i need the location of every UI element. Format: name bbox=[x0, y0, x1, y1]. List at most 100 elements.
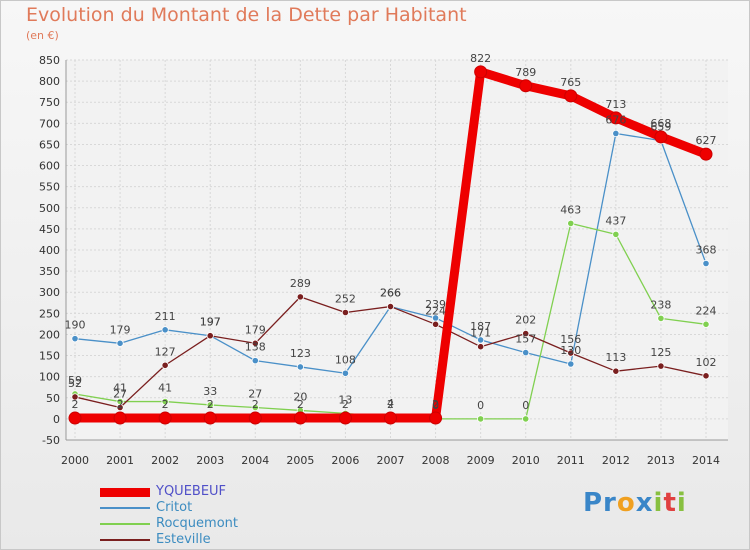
y-tick-label: 100 bbox=[39, 371, 60, 384]
x-tick-label: 2004 bbox=[241, 454, 269, 467]
legend-item: YQUEBEUF bbox=[100, 484, 238, 500]
data-point bbox=[296, 363, 304, 371]
y-tick-label: -50 bbox=[42, 434, 60, 447]
data-point bbox=[654, 130, 668, 144]
logo-part-x: x bbox=[635, 488, 654, 518]
data-point bbox=[522, 329, 530, 338]
data-point bbox=[612, 129, 620, 138]
y-tick-label: 800 bbox=[39, 75, 60, 88]
data-label: 224 bbox=[425, 304, 446, 317]
data-point bbox=[293, 411, 307, 425]
data-label: 2 bbox=[207, 398, 214, 411]
data-label: 33 bbox=[203, 385, 217, 398]
data-label: 713 bbox=[605, 98, 626, 111]
x-tick-label: 2005 bbox=[286, 454, 314, 467]
data-point bbox=[71, 393, 79, 401]
legend-label: YQUEBEUF bbox=[156, 484, 227, 499]
x-tick-label: 2013 bbox=[647, 454, 675, 467]
data-label: 20 bbox=[293, 390, 307, 403]
data-label: 668 bbox=[650, 117, 671, 130]
data-label: 627 bbox=[696, 134, 717, 147]
y-axis-unit: (en €) bbox=[26, 29, 59, 42]
data-point bbox=[71, 335, 79, 343]
data-point bbox=[702, 372, 710, 380]
data-label: 2 bbox=[432, 398, 439, 411]
data-point bbox=[248, 411, 262, 425]
data-label: 368 bbox=[696, 244, 717, 257]
data-label: 187 bbox=[470, 320, 491, 333]
data-point bbox=[161, 361, 169, 369]
data-label: 266 bbox=[380, 287, 401, 300]
data-label: 238 bbox=[650, 298, 671, 311]
legend-label: Esteville bbox=[156, 532, 211, 547]
data-point bbox=[657, 314, 665, 322]
x-tick-label: 2006 bbox=[331, 454, 359, 467]
x-tick-label: 2011 bbox=[557, 454, 585, 467]
legend-swatch bbox=[100, 507, 150, 509]
data-label: 266 bbox=[380, 287, 401, 300]
data-label: 41 bbox=[113, 382, 127, 395]
x-tick-label: 2002 bbox=[151, 454, 179, 467]
y-tick-label: 300 bbox=[39, 286, 60, 299]
data-point bbox=[567, 219, 575, 227]
x-tick-label: 2007 bbox=[377, 454, 405, 467]
data-point bbox=[474, 65, 488, 79]
data-label: 2 bbox=[117, 398, 124, 411]
data-label: 125 bbox=[650, 346, 671, 359]
y-tick-label: 0 bbox=[53, 413, 60, 426]
legend-swatch bbox=[100, 523, 150, 525]
x-tick-label: 2008 bbox=[422, 454, 450, 467]
data-point bbox=[206, 332, 214, 340]
data-point bbox=[386, 302, 395, 311]
data-label: 179 bbox=[110, 323, 131, 336]
logo-part-o: o bbox=[616, 488, 636, 518]
chart-title: Evolution du Montant de la Dette par Hab… bbox=[26, 4, 467, 26]
logo-part-i2: i bbox=[676, 488, 687, 518]
data-label: 789 bbox=[515, 66, 536, 79]
legend-item: Esteville bbox=[100, 532, 238, 548]
data-label: 27 bbox=[248, 387, 262, 400]
data-label: 463 bbox=[560, 203, 581, 216]
data-label: 197 bbox=[200, 316, 221, 329]
data-label: 765 bbox=[560, 76, 581, 89]
data-point bbox=[477, 343, 485, 351]
data-label: 197 bbox=[200, 316, 221, 329]
data-point bbox=[519, 79, 533, 93]
data-label: 113 bbox=[605, 351, 626, 364]
legend-item: Critot bbox=[100, 500, 238, 516]
data-point bbox=[657, 362, 665, 370]
chart-legend: YQUEBEUF Critot Rocquemont Esteville bbox=[100, 484, 238, 548]
data-point bbox=[251, 403, 259, 412]
data-point bbox=[341, 369, 350, 377]
data-label: 2 bbox=[162, 398, 169, 411]
data-point bbox=[251, 339, 259, 347]
data-label: 0 bbox=[432, 399, 439, 412]
y-tick-label: 550 bbox=[39, 181, 60, 194]
data-point bbox=[522, 415, 530, 423]
y-tick-label: 500 bbox=[39, 202, 60, 215]
data-label: 659 bbox=[650, 121, 671, 134]
data-label: 2 bbox=[72, 398, 79, 411]
data-label: 224 bbox=[696, 304, 717, 317]
data-label: 2 bbox=[297, 398, 304, 411]
y-tick-label: 400 bbox=[39, 244, 60, 257]
data-label: 4 bbox=[387, 397, 394, 410]
x-tick-label: 2012 bbox=[602, 454, 630, 467]
y-tick-label: 50 bbox=[46, 392, 60, 405]
legend-label: Critot bbox=[156, 500, 193, 515]
data-point bbox=[699, 147, 713, 161]
data-point bbox=[158, 411, 172, 425]
data-label: 2 bbox=[252, 398, 259, 411]
data-point bbox=[431, 320, 440, 328]
data-label: 52 bbox=[68, 377, 82, 390]
x-tick-label: 2001 bbox=[106, 454, 134, 467]
data-label: 202 bbox=[515, 314, 536, 327]
data-point bbox=[161, 326, 169, 334]
logo-part-pr: Pr bbox=[583, 488, 617, 518]
data-label: 437 bbox=[605, 214, 626, 227]
y-tick-label: 200 bbox=[39, 328, 60, 341]
y-tick-label: 650 bbox=[39, 138, 60, 151]
x-tick-label: 2014 bbox=[692, 454, 720, 467]
data-label: 157 bbox=[515, 333, 536, 346]
data-label: 123 bbox=[290, 347, 311, 360]
